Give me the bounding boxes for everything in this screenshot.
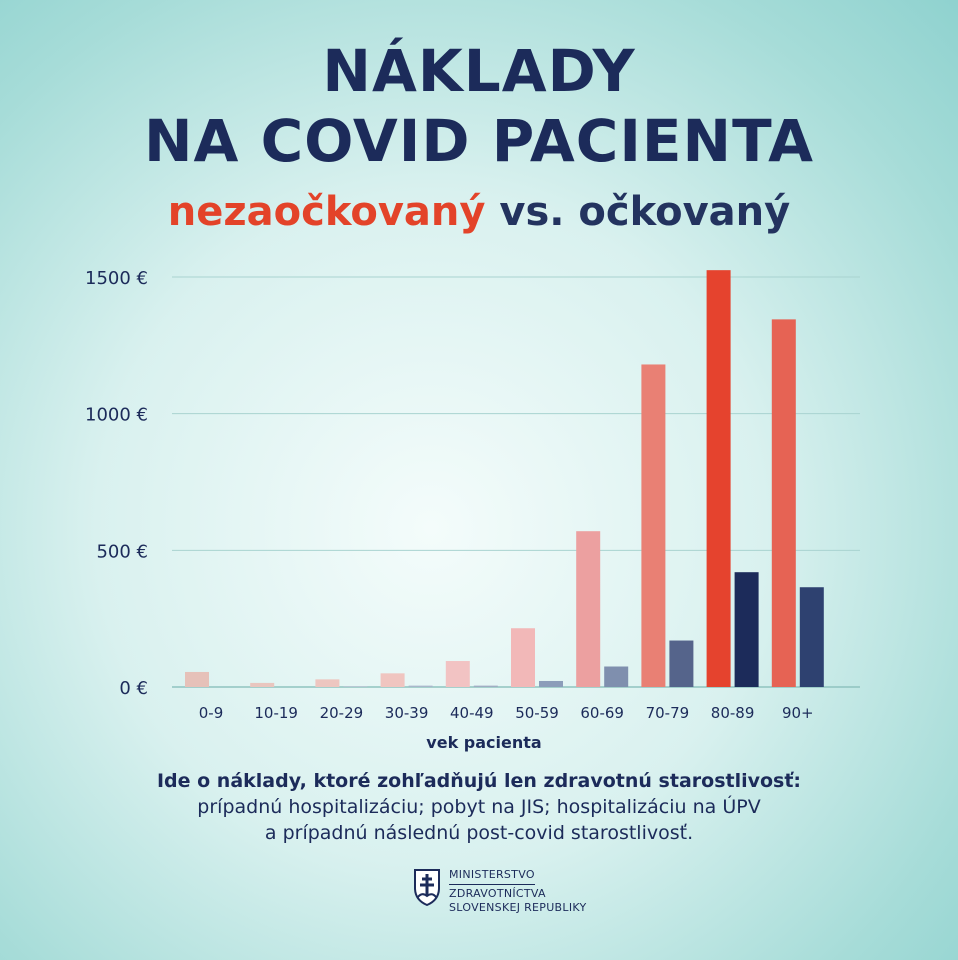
logo-text-line-2: ZDRAVOTNÍCTVA [449, 887, 546, 900]
bar-vaccinated [734, 572, 759, 687]
x-tick-label: 50-59 [515, 704, 559, 722]
subtitle-vaccinated: vs. očkovaný [499, 189, 791, 235]
x-tick-label: 0-9 [199, 704, 224, 722]
bar-unvaccinated [511, 628, 535, 687]
logo-text-line-3: SLOVENSKEJ REPUBLIKY [449, 901, 587, 914]
bar-unvaccinated [185, 671, 209, 687]
logo-text-line-1: MINISTERSTVO [449, 868, 535, 885]
bar-unvaccinated [380, 673, 405, 687]
chart-subtitle: nezaočkovaný vs. očkovaný [0, 192, 958, 232]
footnote-line-2: prípadnú hospitalizáciu; pobyt na JIS; h… [197, 796, 761, 818]
bar-vaccinated [343, 686, 368, 687]
x-tick-label: 40-49 [450, 704, 494, 722]
bar-unvaccinated [641, 364, 666, 687]
bar-vaccinated [539, 680, 563, 687]
bar-unvaccinated [576, 531, 601, 687]
bar-unvaccinated [706, 270, 731, 687]
y-tick-label: 1500 € [85, 268, 148, 289]
x-tick-label: 30-39 [385, 704, 429, 722]
x-tick-label: 90+ [782, 704, 814, 722]
bar-vaccinated [408, 685, 433, 687]
chart-title-line-1: NÁKLADY [322, 37, 636, 105]
bar-vaccinated [669, 640, 694, 687]
footnote: Ide o náklady, ktoré zohľadňujú len zdra… [0, 768, 958, 846]
bar-vaccinated [799, 587, 824, 687]
bar-unvaccinated [771, 319, 796, 687]
bar-unvaccinated [250, 682, 275, 687]
x-tick-label: 80-89 [711, 704, 755, 722]
ministry-logo: MINISTERSTVO ZDRAVOTNÍCTVA SLOVENSKEJ RE… [413, 868, 587, 915]
double-cross-shield-icon [414, 869, 440, 906]
bar-chart: 0 € 500 € 1000 € 1500 € 0-9 10-19 20-29 30-39 40… [85, 268, 860, 752]
bar-unvaccinated [315, 679, 340, 687]
footnote-heading: Ide o náklady, ktoré zohľadňujú len zdra… [156, 770, 802, 792]
chart-title-line-2: NA COVID PACIENTA [143, 107, 815, 175]
footnote-line-3: a prípadnú následnú post-covid starostli… [264, 822, 694, 844]
x-tick-label: 60-69 [580, 704, 624, 722]
y-tick-label: 500 € [96, 541, 148, 562]
y-tick-label: 1000 € [85, 405, 148, 426]
bar-unvaccinated [445, 661, 470, 687]
x-tick-label: 10-19 [254, 704, 298, 722]
y-tick-label: 0 € [119, 678, 148, 699]
bar-vaccinated [604, 666, 629, 687]
subtitle-unvaccinated: nezaočkovaný [167, 189, 486, 235]
x-tick-label: 20-29 [320, 704, 364, 722]
bar-vaccinated [473, 685, 498, 687]
x-tick-label: 70-79 [646, 704, 690, 722]
x-axis-label: vek pacienta [426, 733, 541, 752]
